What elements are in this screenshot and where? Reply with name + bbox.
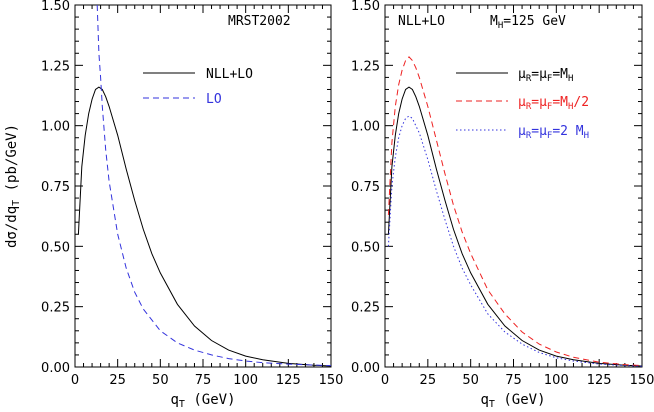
left-legend-solid-label: NLL+LO (206, 67, 253, 82)
left-plot-frame (74, 4, 332, 368)
right-panel-mass-label: MH=125 GeV (490, 14, 566, 31)
right-x-axis-label: qT (GeV) (480, 392, 545, 410)
series-line-right-0 (387, 86, 643, 367)
y-tick-label: 1.25 (41, 59, 70, 74)
right-panel-title: NLL+LO (398, 14, 445, 29)
right-legend-dotted-label: μR=μF=2 MH (518, 124, 589, 141)
right-legend-solid-label: μR=μF=MH (518, 67, 573, 84)
right-plot-frame (384, 4, 643, 368)
x-tick-label: 25 (420, 373, 437, 388)
y-tick-label: 0.75 (41, 180, 70, 195)
y-tick-label: 1.00 (351, 120, 380, 135)
x-tick-label: 25 (109, 373, 126, 388)
left-panel-title: MRST2002 (228, 14, 291, 29)
mass-value: =125 GeV (503, 14, 566, 29)
x-tick-label: 0 (381, 373, 389, 388)
curves-layer (77, 4, 643, 367)
mass-symbol: M (490, 14, 498, 29)
x-tick-label: 150 (630, 373, 654, 388)
left-legend-dashed-label: LO (206, 92, 222, 107)
tick-labels-layer: 0 25 50 75 100 125 150 0.00 0.25 0.50 0.75 1.00 1.25… (41, 0, 654, 388)
series-line-right-1 (387, 56, 643, 367)
x-tick-label: 75 (195, 373, 212, 388)
x-tick-label: 75 (505, 373, 522, 388)
y-tick-label: 0.25 (351, 301, 380, 316)
y-tick-label: 0.50 (41, 240, 70, 255)
x-tick-label: 125 (587, 373, 612, 388)
x-tick-label: 150 (319, 373, 344, 388)
series-line-right-2 (387, 115, 643, 367)
y-axis-label: dσ/dqT (pb/GeV) (4, 124, 22, 248)
right-legend-dashed-label: μR=μF=MH/2 (518, 95, 589, 112)
x-tick-label: 0 (71, 373, 79, 388)
x-tick-label: 100 (544, 373, 569, 388)
y-tick-label: 1.00 (41, 120, 70, 135)
ticks-layer (74, 4, 643, 368)
left-x-axis-label: qT (GeV) (170, 392, 235, 410)
x-tick-label: 125 (276, 373, 301, 388)
x-tick-label: 50 (462, 373, 479, 388)
y-tick-label: 0.00 (41, 361, 70, 376)
series-line-left-1 (96, 4, 332, 367)
y-tick-label: 0.00 (351, 361, 380, 376)
x-tick-label: 100 (233, 373, 258, 388)
y-tick-label: 0.75 (351, 180, 380, 195)
y-tick-label: 1.50 (41, 0, 70, 14)
series-line-left-0 (77, 86, 332, 367)
y-tick-label: 1.50 (351, 0, 380, 14)
y-tick-label: 0.50 (351, 240, 380, 255)
y-tick-label: 0.25 (41, 301, 70, 316)
x-tick-label: 50 (152, 373, 169, 388)
y-tick-label: 1.25 (351, 59, 380, 74)
mass-subscript: H (498, 21, 503, 31)
